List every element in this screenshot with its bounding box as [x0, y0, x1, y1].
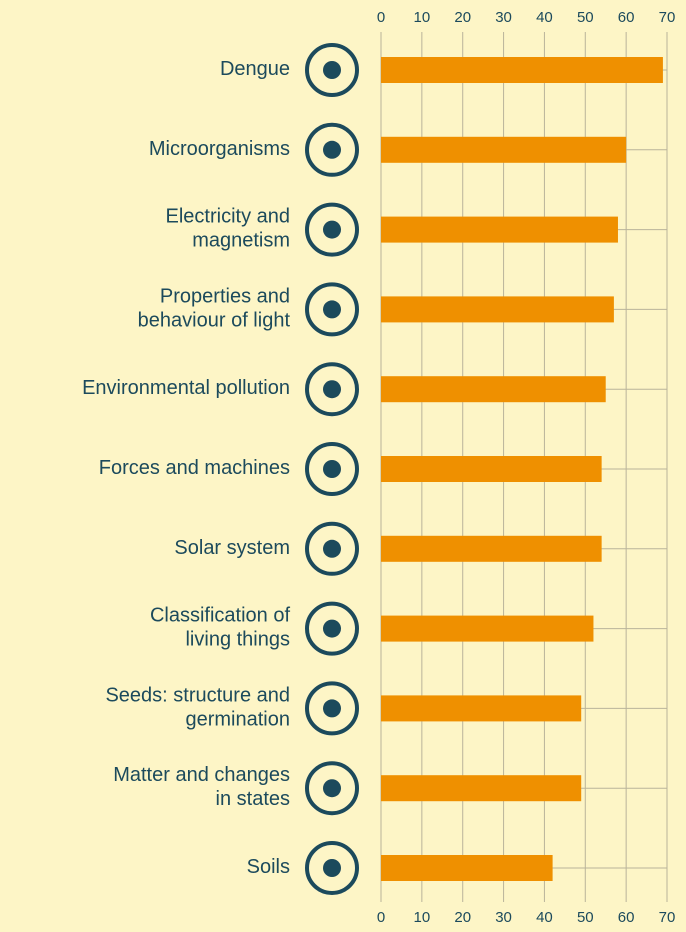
- bar: [381, 216, 618, 243]
- category-label: Environmental pollution: [82, 377, 290, 399]
- x-tick-label: 20: [454, 909, 471, 926]
- category-label: Forces and machines: [99, 457, 290, 479]
- bar: [381, 695, 582, 722]
- bar: [381, 296, 614, 323]
- category-label: Electricity and magnetism: [166, 206, 291, 252]
- icon-detail: [323, 460, 341, 478]
- x-tick-label: 40: [536, 9, 553, 26]
- icon: [305, 362, 359, 417]
- icon: [305, 442, 359, 496]
- category-label: Matter and changes in states: [113, 764, 290, 810]
- x-tick-label: 20: [454, 9, 471, 26]
- icon-detail: [323, 300, 341, 319]
- x-tick-label: 10: [414, 909, 431, 926]
- category-label: Microorganisms: [149, 138, 290, 160]
- icon-detail: [323, 619, 341, 638]
- bar: [381, 376, 606, 403]
- icon: [305, 282, 359, 337]
- category-label: Seeds: structure and germination: [105, 685, 290, 731]
- x-tick-label: 10: [414, 9, 431, 26]
- category-label: Classification of living things: [150, 605, 291, 651]
- category-label: Properties and behaviour of light: [138, 286, 291, 332]
- x-tick-label: 50: [577, 9, 594, 26]
- x-tick-label: 0: [377, 9, 385, 26]
- icon-detail: [323, 61, 341, 79]
- icon-detail: [323, 380, 341, 399]
- category-label: Soils: [247, 856, 290, 878]
- bar: [381, 57, 663, 83]
- icon: [305, 761, 359, 816]
- icon-detail: [323, 539, 341, 558]
- x-tick-label: 0: [377, 909, 385, 926]
- x-tick-label: 30: [495, 909, 512, 926]
- bar: [381, 456, 602, 482]
- icon-detail: [323, 699, 341, 718]
- x-tick-label: 40: [536, 909, 553, 926]
- icon: [305, 43, 359, 97]
- icon: [305, 202, 359, 257]
- icon-detail: [323, 779, 341, 798]
- category-label: Dengue: [220, 58, 290, 80]
- bar: [381, 136, 627, 163]
- icon-detail: [323, 140, 341, 159]
- category-label: Solar system: [174, 537, 290, 559]
- bar: [381, 615, 594, 642]
- x-tick-label: 60: [618, 9, 635, 26]
- x-tick-label: 60: [618, 909, 635, 926]
- bar: [381, 775, 582, 802]
- x-tick-label: 50: [577, 909, 594, 926]
- icon: [305, 681, 359, 736]
- icon: [305, 521, 359, 576]
- x-tick-label: 70: [659, 9, 676, 26]
- icon: [305, 601, 359, 656]
- icon: [305, 122, 359, 177]
- bar: [381, 535, 602, 562]
- bar: [381, 855, 553, 881]
- x-tick-label: 30: [495, 9, 512, 26]
- icon: [305, 841, 359, 895]
- icon-detail: [323, 859, 341, 877]
- icon-detail: [323, 220, 341, 239]
- x-tick-label: 70: [659, 909, 676, 926]
